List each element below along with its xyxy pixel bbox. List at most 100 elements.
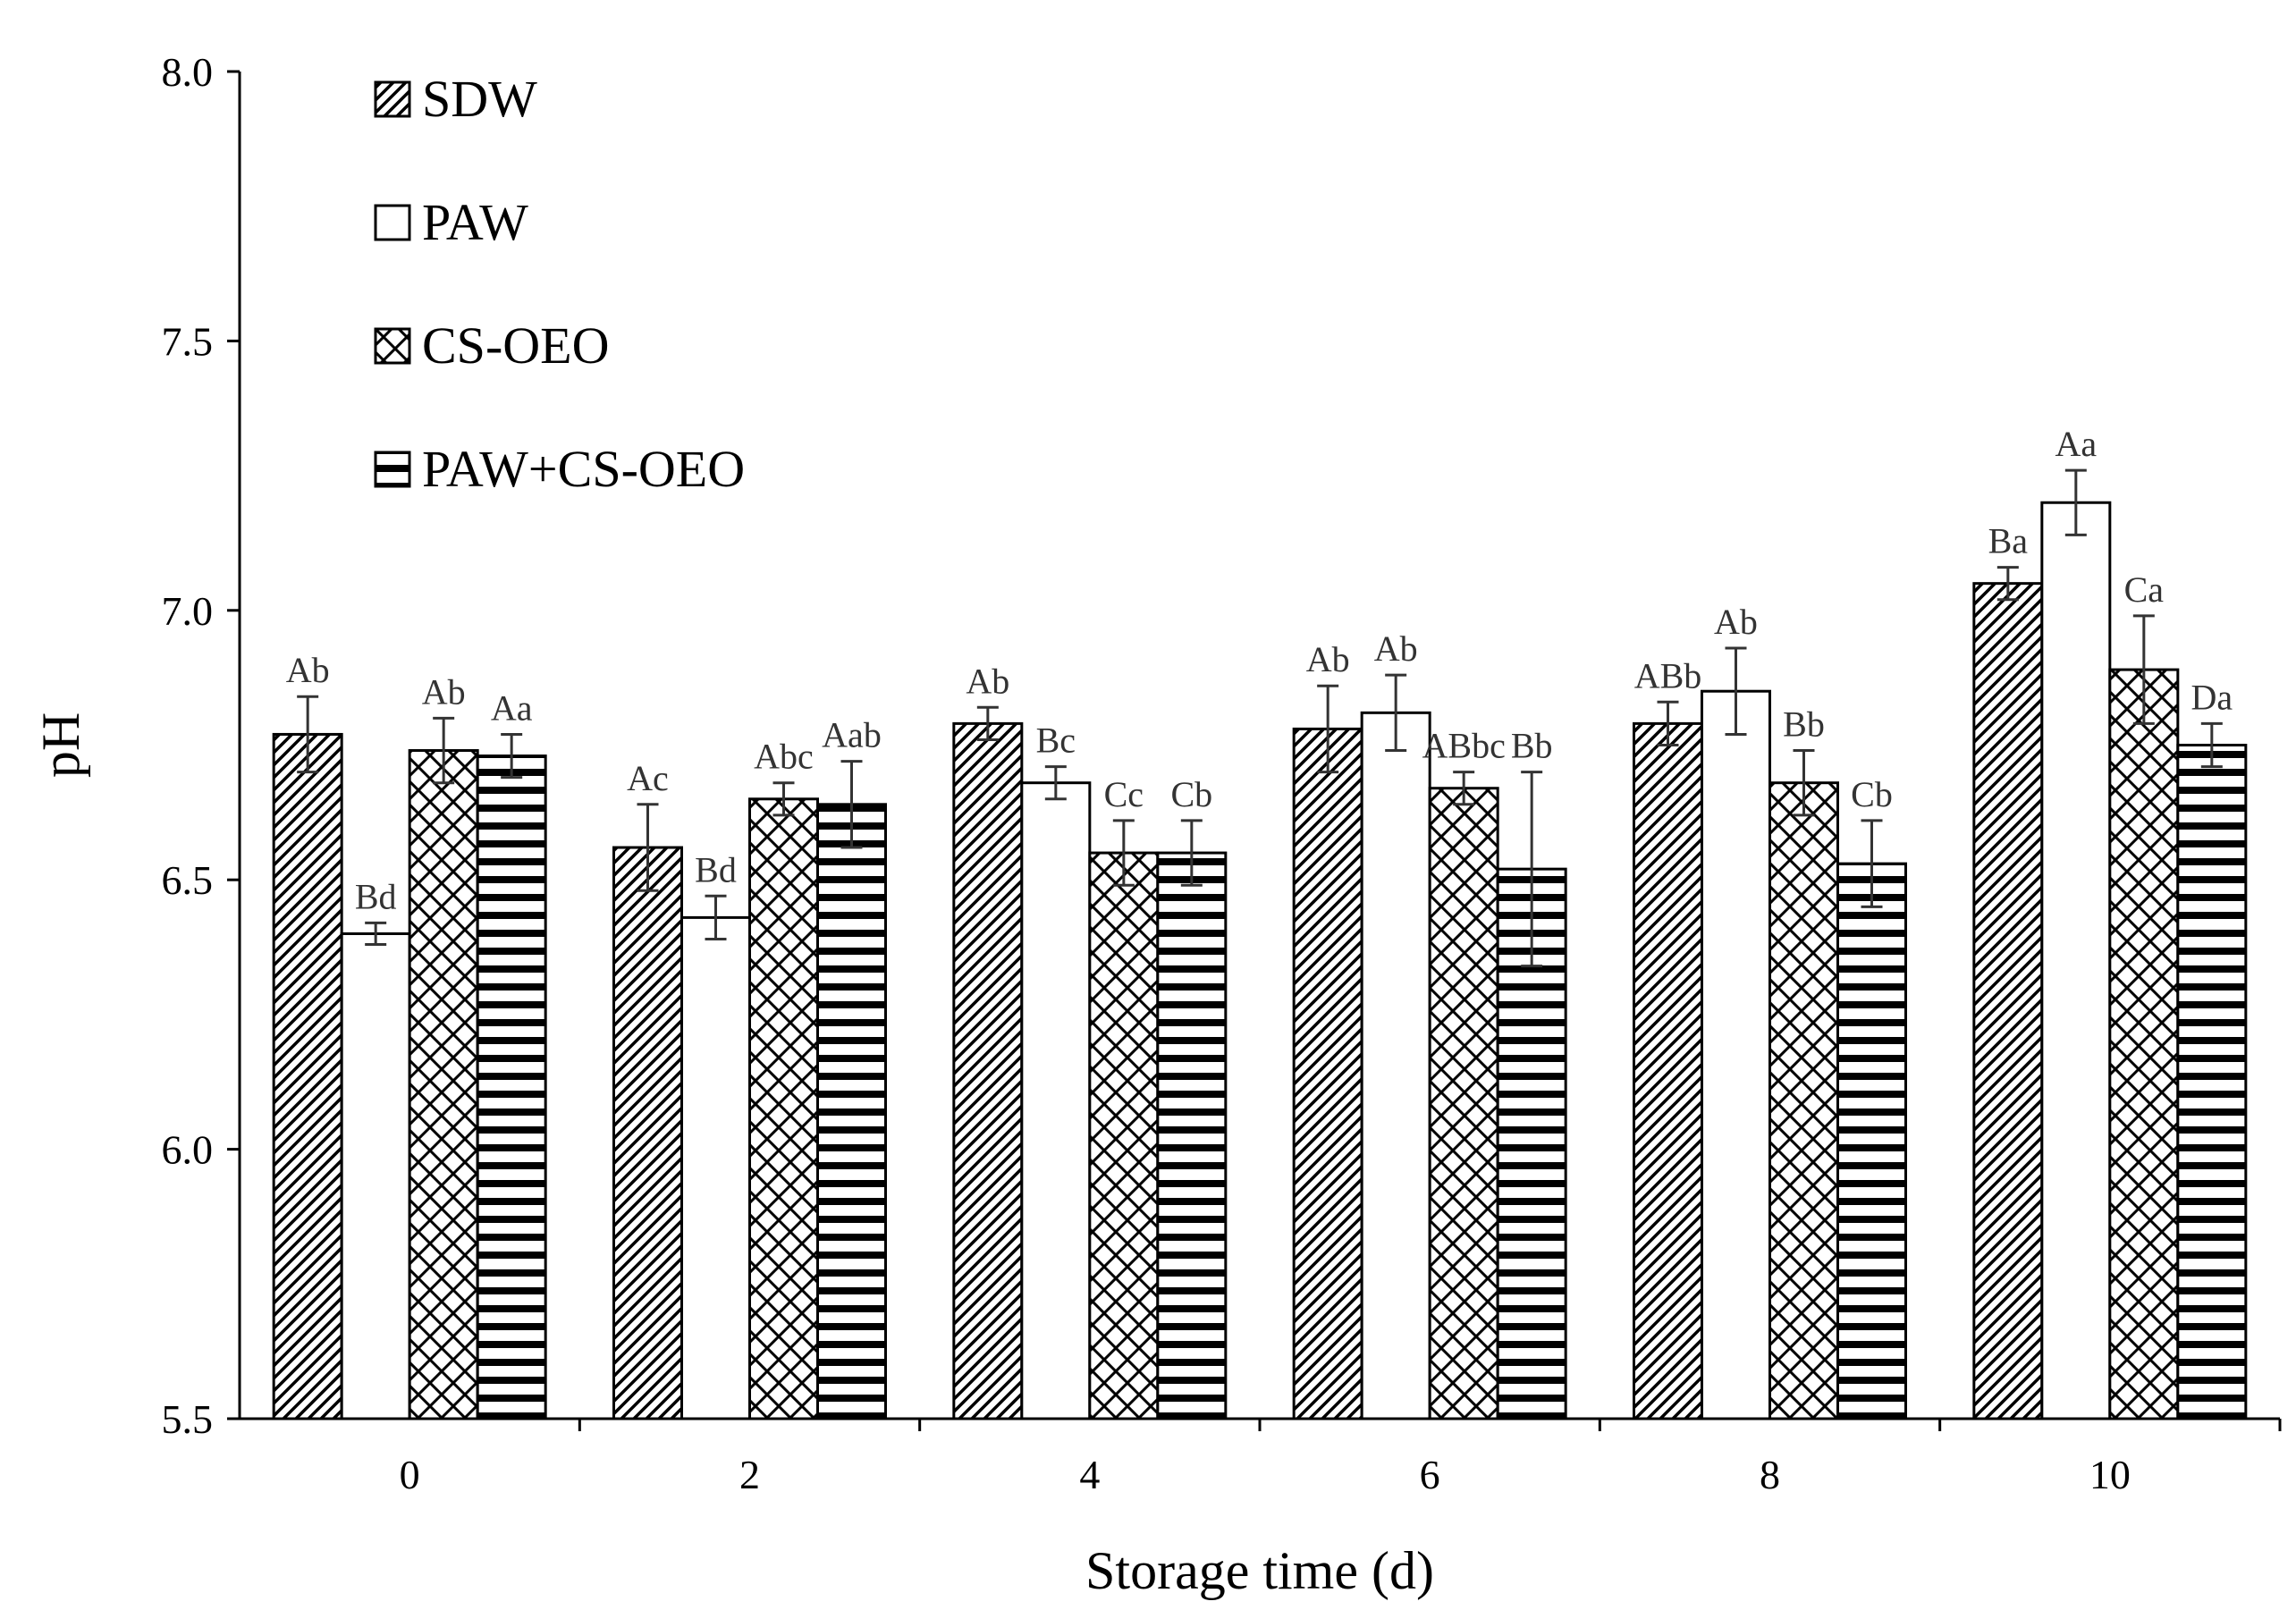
significance-label: ABbc — [1422, 726, 1506, 766]
significance-label: Bd — [695, 849, 737, 889]
significance-label: Ab — [966, 661, 1009, 701]
bars — [272, 501, 2248, 1420]
y-tick-label: 7.5 — [162, 318, 214, 364]
significance-label: Da — [2191, 677, 2233, 717]
bar-sdw-d4 — [952, 721, 1024, 1420]
bar-sdw-d10 — [1972, 582, 2044, 1420]
error-bar — [2200, 721, 2223, 769]
legend-swatch-cs-oeo — [374, 327, 411, 365]
significance-label: Abc — [754, 737, 814, 777]
significance-label: Ab — [1714, 602, 1758, 642]
significance-label: ABb — [1634, 655, 1702, 695]
bar-cs-oeo-d0 — [408, 749, 479, 1420]
significance-label: Bb — [1511, 726, 1553, 766]
bar-paw-d8 — [1701, 689, 1771, 1420]
y-tick-label: 6.5 — [162, 857, 214, 903]
significance-label: Cc — [1104, 774, 1144, 814]
error-bar — [1793, 749, 1815, 817]
error-bar — [1112, 819, 1135, 887]
significance-label: Cb — [1170, 774, 1212, 814]
y-tick-label: 6.0 — [162, 1127, 214, 1173]
legend-swatch-paw-cs-oeo — [374, 451, 411, 488]
error-bar — [2064, 468, 2087, 536]
significance-label: Bb — [1783, 704, 1825, 745]
error-bar — [501, 732, 523, 780]
error-bar — [1725, 646, 1747, 736]
significance-label: Aa — [491, 687, 533, 728]
x-tick-label: 8 — [1760, 1452, 1780, 1497]
bar-paw-cs-oeo-d4 — [1156, 851, 1228, 1420]
significance-label: Aab — [822, 715, 882, 755]
error-bar — [1521, 771, 1543, 968]
bar-sdw-d0 — [272, 732, 343, 1420]
y-axis-ticks: 5.5 6.0 6.5 7.0 7.5 8.0 — [162, 49, 240, 1442]
legend-item: PAW — [374, 193, 528, 251]
error-bar — [297, 695, 319, 774]
bar-cs-oeo-d4 — [1088, 851, 1160, 1420]
legend: SDW PAW CS-OEO PAW+CS-OEO — [374, 70, 745, 498]
bar-paw-d4 — [1020, 781, 1092, 1420]
bar-sdw-d8 — [1633, 721, 1703, 1420]
bar-cs-oeo-d6 — [1428, 787, 1499, 1420]
y-tick-label: 8.0 — [162, 49, 214, 95]
error-bar — [637, 803, 659, 892]
error-bar — [840, 760, 863, 849]
error-bar — [1385, 673, 1407, 753]
bar-paw-d0 — [340, 931, 411, 1420]
error-bar — [1861, 819, 1883, 908]
bar-paw-cs-oeo-d8 — [1836, 862, 1907, 1420]
bar-sdw-d6 — [1292, 727, 1363, 1420]
legend-item: SDW — [374, 70, 537, 128]
legend-item: PAW+CS-OEO — [374, 440, 745, 498]
significance-label: Aa — [2055, 424, 2098, 464]
legend-label: SDW — [422, 70, 537, 128]
significance-label: Ba — [1988, 521, 2029, 561]
bar-paw-d6 — [1360, 711, 1431, 1420]
legend-item: CS-OEO — [374, 316, 609, 375]
error-bar — [433, 716, 455, 785]
significance-label: Ab — [422, 671, 466, 712]
bar-paw-d10 — [2040, 501, 2112, 1420]
bar-cs-oeo-d2 — [748, 797, 819, 1420]
significance-label: Bd — [355, 876, 397, 916]
significance-label: Ab — [1306, 639, 1350, 679]
y-tick-label: 7.0 — [162, 588, 214, 634]
x-tick-label: 0 — [400, 1452, 420, 1497]
error-bar — [772, 781, 795, 817]
error-bar — [1996, 566, 2019, 602]
bar-cs-oeo-d10 — [2108, 668, 2180, 1420]
legend-label: PAW — [422, 193, 528, 251]
error-bar — [1180, 819, 1203, 887]
significance-label: Bc — [1036, 721, 1076, 761]
significance-label: Ac — [627, 758, 669, 798]
x-tick-label: 6 — [1420, 1452, 1440, 1497]
significance-label: Ca — [2124, 569, 2165, 610]
error-bar — [705, 894, 727, 941]
x-tick-label: 4 — [1079, 1452, 1100, 1497]
error-bar — [365, 921, 387, 947]
bar-paw-cs-oeo-d0 — [476, 754, 547, 1420]
error-bars — [297, 468, 2223, 968]
error-bar — [2132, 614, 2155, 725]
bar-cs-oeo-d8 — [1768, 781, 1839, 1420]
bar-paw-cs-oeo-d2 — [816, 803, 887, 1420]
y-axis-title: pH — [31, 712, 90, 778]
x-axis-ticks: 0 2 4 6 8 10 — [400, 1419, 2282, 1497]
x-axis-title: Storage time (d) — [1085, 1541, 1434, 1600]
error-bar — [1453, 771, 1475, 806]
bar-paw-d2 — [680, 915, 751, 1420]
bar-paw-cs-oeo-d10 — [2176, 744, 2248, 1420]
x-tick-label: 2 — [739, 1452, 760, 1497]
error-bar — [976, 705, 999, 741]
error-bar — [1657, 700, 1679, 746]
error-bar — [1317, 684, 1339, 774]
significance-label: Ab — [286, 650, 330, 690]
legend-swatch-paw — [374, 204, 411, 241]
x-tick-label: 10 — [2089, 1452, 2131, 1497]
bar-sdw-d2 — [612, 846, 683, 1420]
error-bar — [1044, 765, 1067, 801]
legend-label: CS-OEO — [422, 316, 609, 375]
legend-swatch-sdw — [374, 80, 411, 118]
